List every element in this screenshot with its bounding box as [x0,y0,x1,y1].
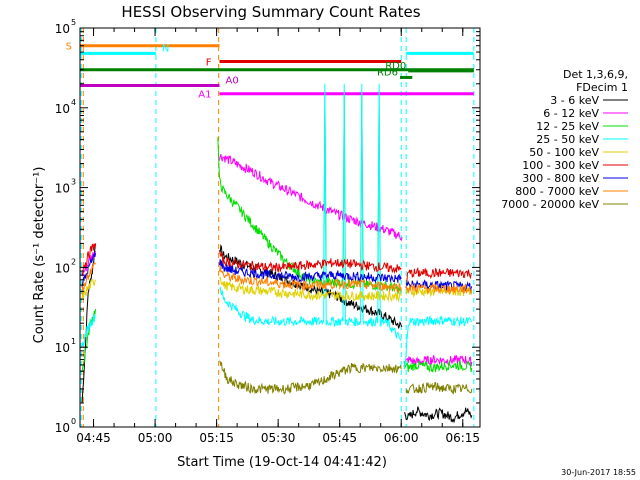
series-line [81,243,97,276]
footer-timestamp: 30-Jun-2017 18:55 [561,468,636,477]
flag-label: A0 [225,76,238,87]
series-lines [81,83,473,424]
y-tick-exponent: 4 [71,98,76,107]
legend-entry: 7000 - 20000 keV [501,198,599,211]
flag-label: A1 [198,90,211,101]
y-tick-exponent: 1 [71,337,76,346]
flag-label: S [66,42,72,53]
y-tick-label: 10 [55,421,70,435]
series-line [219,154,403,242]
y-tick-exponent: 2 [71,257,76,266]
series-line [219,360,402,395]
legend-entry: 100 - 300 keV [522,159,599,172]
series-line [403,315,473,369]
series-line [405,266,473,289]
legend-entry: 300 - 800 keV [522,172,599,185]
y-tick-label: 10 [55,341,70,355]
flag-label: N [162,43,169,54]
y-tick-label: 10 [55,182,70,196]
series-line [403,354,473,367]
y-tick-label: 10 [55,261,70,275]
legend-entry: 3 - 6 keV [550,94,599,107]
series-line [81,251,97,288]
x-tick-label: 06:15 [445,431,480,445]
y-tick-exponent: 3 [71,178,76,187]
chart-title: HESSI Observing Summary Count Rates [121,3,420,21]
y-tick-label: 10 [55,22,70,36]
series-line [219,83,402,342]
y-tick-exponent: 0 [71,417,76,426]
series-line [81,314,96,348]
flag-label: RD0 [385,61,406,72]
x-tick-label: 05:00 [138,431,173,445]
x-tick-label: 05:15 [199,431,234,445]
x-tick-label: 06:00 [384,431,419,445]
flag-label: F [206,58,212,69]
y-tick-exponent: 5 [71,18,76,27]
series-line [219,266,402,293]
x-tick-label: 05:30 [261,431,296,445]
series-line [405,282,473,295]
legend-entry: 6 - 12 keV [543,107,599,120]
y-tick-label: 10 [55,102,70,116]
legend-header: Det 1,3,6,9, [563,68,628,81]
series-line [404,406,473,424]
legend-entry: 800 - 7000 keV [515,185,599,198]
plot-frame [79,27,481,428]
series-line [219,250,402,274]
series-line [81,262,97,295]
x-tick-label: 04:45 [76,431,111,445]
x-tick-label: 05:45 [322,431,357,445]
flag-label: RD6 [377,67,398,78]
series-line [219,276,402,303]
legend-header: FDecim 1 [576,81,628,94]
y-axis-label: Count Rate (s⁻¹ detector⁻¹) [32,167,47,344]
x-axis-label: Start Time (19-Oct-14 04:41:42) [177,455,387,470]
series-line [403,359,473,373]
series-line [405,381,473,395]
legend-entry: 12 - 25 keV [536,120,599,133]
series-line [219,259,402,284]
legend-entry: 50 - 100 keV [529,146,599,159]
series-line [81,278,97,301]
legend-entry: 25 - 50 keV [536,133,599,146]
